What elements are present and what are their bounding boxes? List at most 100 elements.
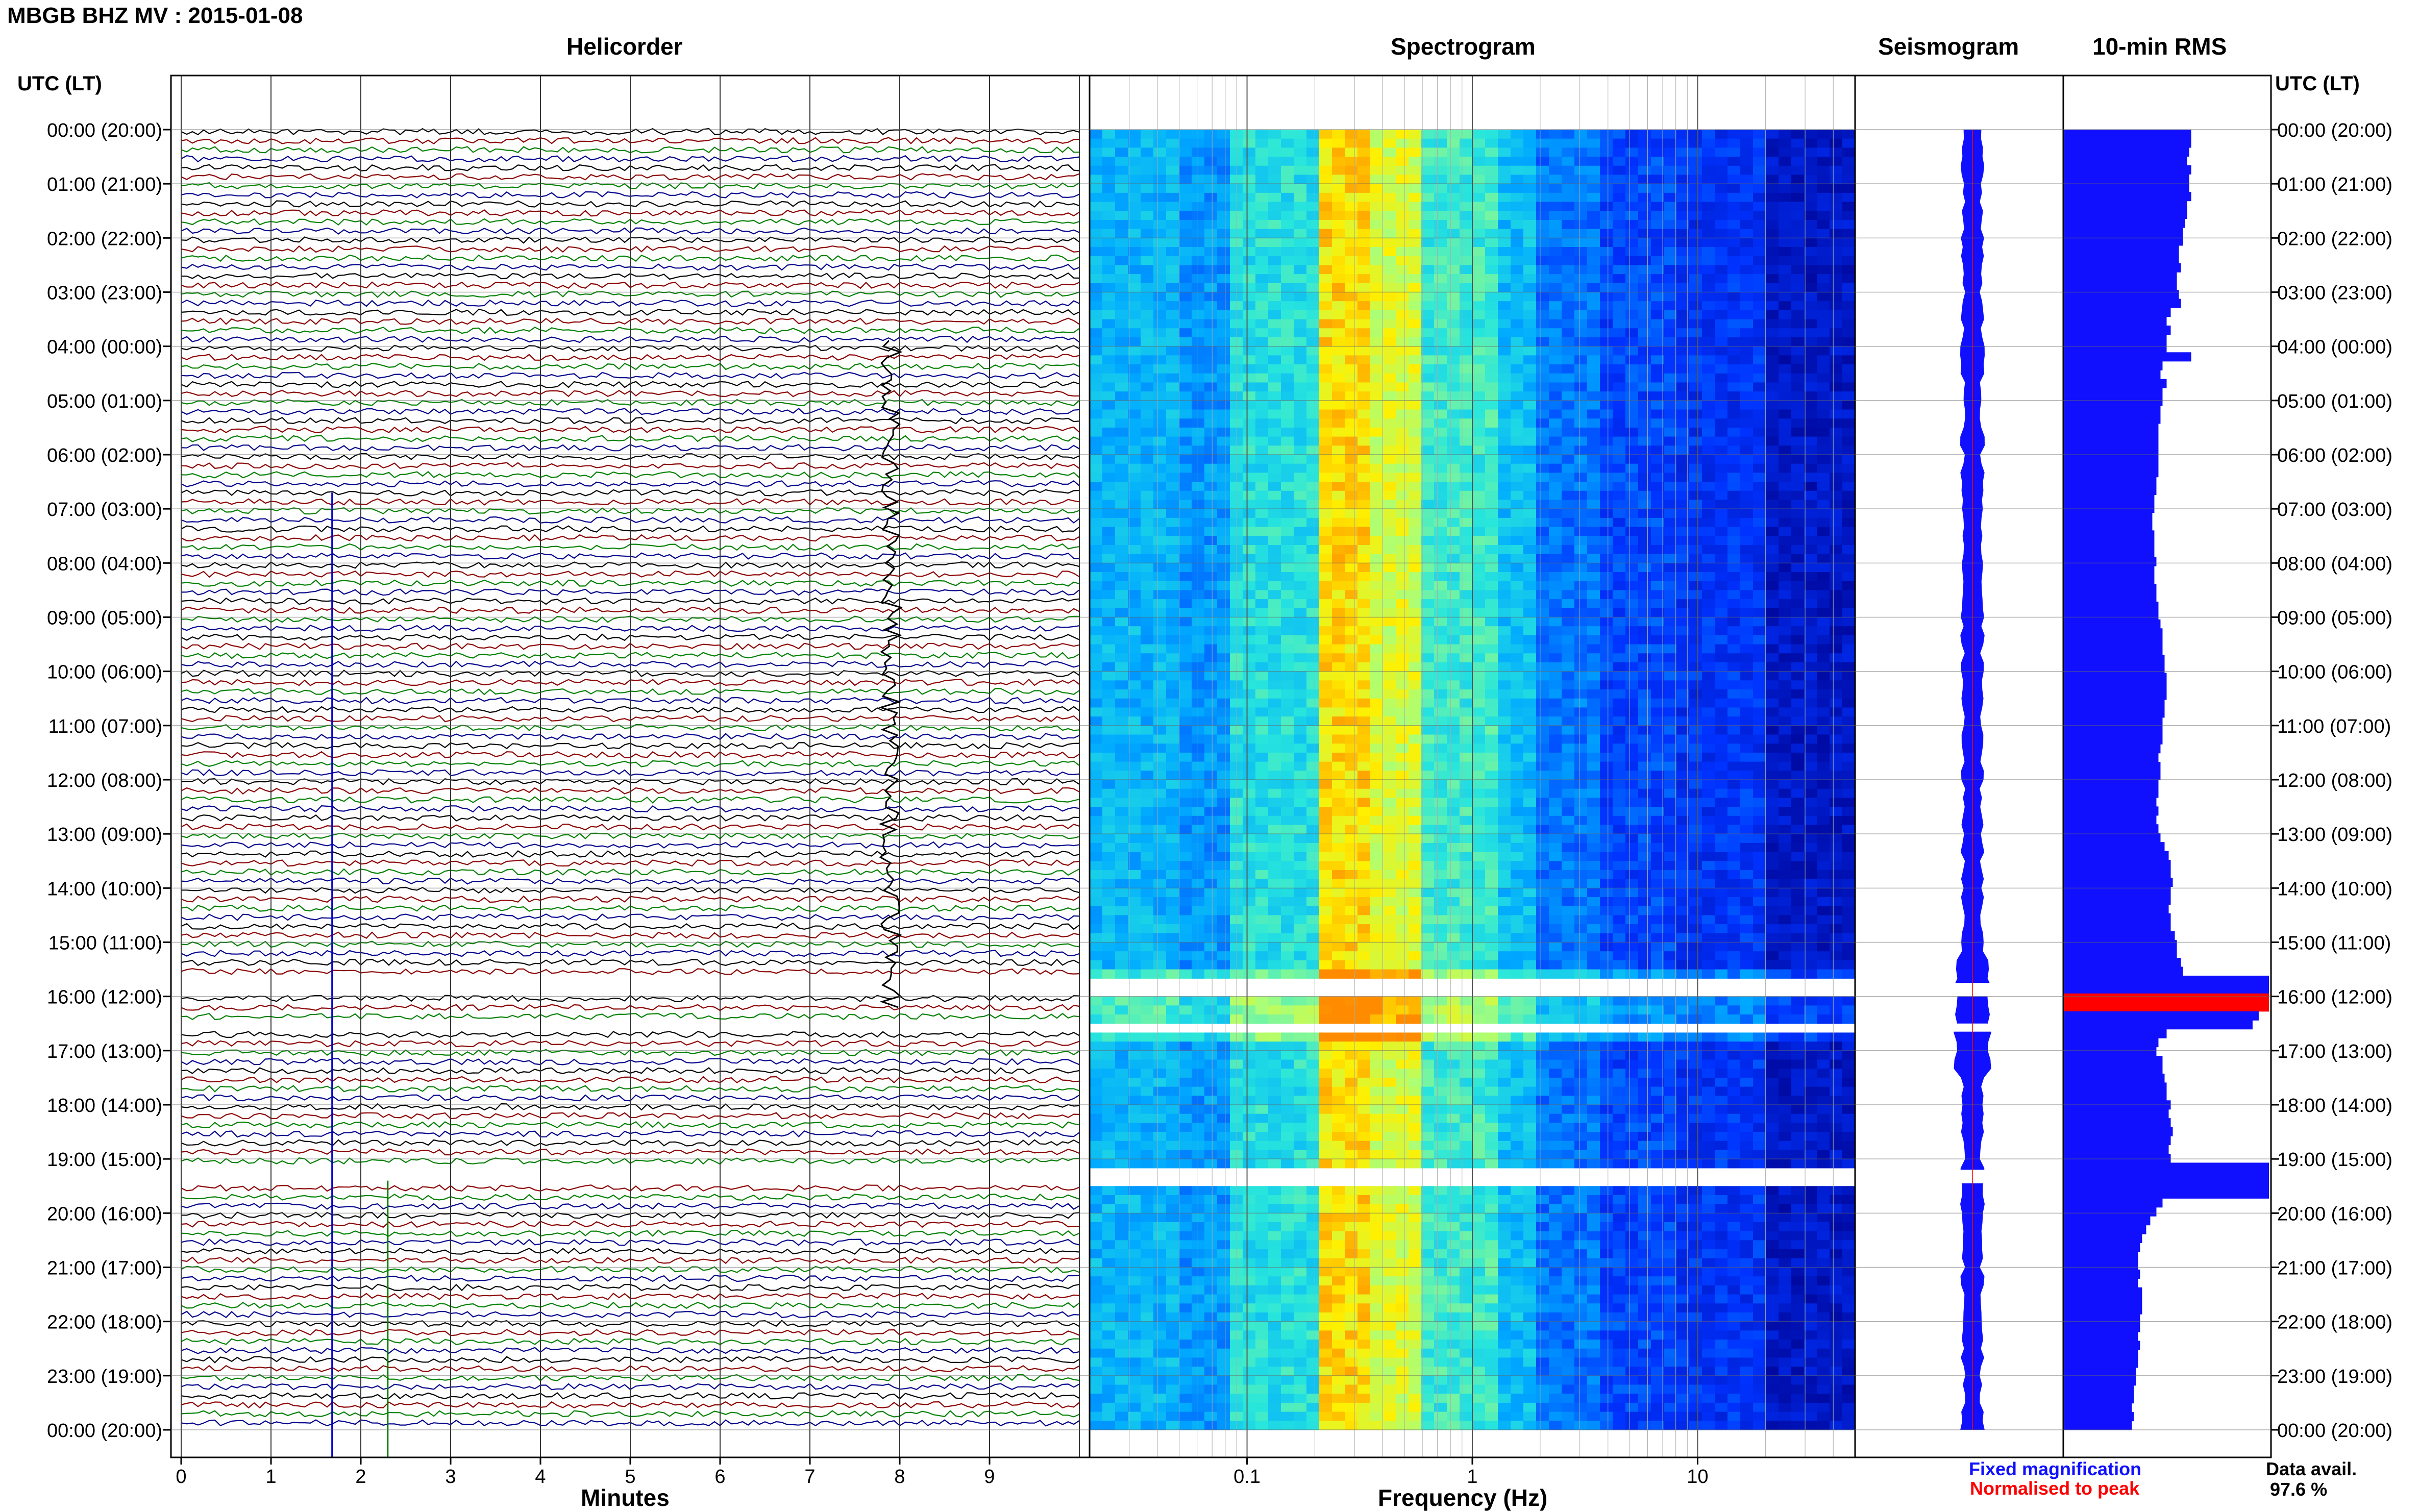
spectrogram-cell — [1396, 310, 1409, 320]
spectrogram-cell — [1625, 807, 1639, 816]
spectrogram-cell — [1192, 544, 1205, 555]
spectrogram-cell — [1294, 771, 1307, 780]
spectrogram-cell — [1842, 743, 1856, 753]
spectrogram-cell — [1562, 563, 1575, 573]
spectrogram-cell — [1574, 680, 1588, 690]
spectrogram-cell — [1281, 455, 1294, 464]
spectrogram-cell — [1766, 373, 1779, 383]
spectrogram-cell — [1664, 509, 1677, 518]
spectrogram-cell — [1230, 202, 1243, 211]
spectrogram-cell — [1664, 842, 1677, 853]
spectrogram-cell — [1549, 554, 1562, 563]
spectrogram-cell — [1243, 500, 1256, 509]
spectrogram-cell — [1549, 725, 1562, 735]
spectrogram-cell — [1166, 509, 1179, 518]
spectrogram-cell — [1638, 418, 1651, 428]
spectrogram-cell — [1766, 752, 1779, 762]
spectrogram-cell — [1447, 725, 1460, 735]
spectrogram-cell — [1306, 265, 1320, 275]
spectrogram-cell — [1587, 752, 1600, 762]
spectrogram-cell — [1702, 165, 1715, 176]
spectrogram-cell — [1613, 788, 1626, 798]
spectrogram-cell — [1090, 184, 1103, 193]
spectrogram-cell — [1702, 861, 1715, 871]
spectrogram-cell — [1204, 463, 1218, 473]
spectrogram-cell — [1472, 409, 1486, 419]
spectrogram-cell — [1204, 743, 1218, 753]
spectrogram-cell — [1319, 455, 1332, 464]
spectrogram-cell — [1600, 373, 1613, 383]
spectrogram-cell — [1727, 527, 1741, 536]
spectrogram-cell — [1268, 842, 1281, 853]
spectrogram-cell — [1179, 445, 1192, 455]
spectrogram-cell — [1766, 788, 1779, 798]
spectrogram-cell — [1128, 147, 1141, 157]
spectrogram-cell — [1727, 265, 1741, 275]
spectrogram-cell — [1562, 825, 1575, 834]
spectrogram-cell — [1230, 445, 1243, 455]
spectrogram-cell — [1319, 771, 1332, 780]
spectrogram-cell — [1370, 743, 1384, 753]
spectrogram-cell — [1217, 870, 1230, 880]
spectrogram-cell — [1511, 635, 1524, 645]
spectrogram-cell — [1396, 861, 1409, 871]
spectrogram-cell — [1345, 653, 1358, 663]
spectrogram-cell — [1141, 554, 1154, 563]
spectrogram-cell — [1523, 761, 1537, 771]
spectrogram-cell — [1460, 202, 1473, 211]
spectrogram-cell — [1689, 328, 1702, 338]
spectrogram-cell — [1715, 635, 1728, 645]
spectrogram-cell — [1153, 536, 1167, 546]
spectrogram-cell — [1153, 707, 1167, 717]
spectrogram-cell — [1179, 373, 1192, 383]
spectrogram-cell — [1294, 445, 1307, 455]
spectrogram-cell — [1753, 780, 1766, 789]
spectrogram-cell — [1306, 842, 1320, 853]
spectrogram-cell — [1166, 202, 1179, 211]
spectrogram-cell — [1383, 544, 1396, 555]
spectrogram-cell — [1715, 870, 1728, 880]
spectrogram-cell — [1613, 761, 1626, 771]
spectrogram-cell — [1141, 581, 1154, 591]
spectrogram-cell — [1574, 626, 1588, 636]
spectrogram-cell — [1676, 238, 1690, 247]
spectrogram-cell — [1600, 409, 1613, 419]
spectrogram-cell — [1830, 671, 1843, 681]
spectrogram-cell — [1676, 202, 1690, 211]
spectrogram-cell — [1421, 743, 1435, 753]
spectrogram-cell — [1141, 400, 1154, 410]
spectrogram-cell — [1511, 355, 1524, 365]
spectrogram-cell — [1702, 563, 1715, 573]
spectrogram-cell — [1766, 662, 1779, 672]
spectrogram-cell — [1115, 743, 1128, 753]
spectrogram-cell — [1625, 310, 1639, 320]
spectrogram-cell — [1370, 798, 1384, 807]
spectrogram-cell — [1141, 716, 1154, 726]
spectrogram-cell — [1409, 346, 1422, 356]
spectrogram-cell — [1587, 653, 1600, 663]
spectrogram-cell — [1549, 536, 1562, 546]
spectrogram-cell — [1179, 544, 1192, 555]
spectrogram-cell — [1447, 608, 1460, 618]
spectrogram-cell — [1434, 138, 1447, 148]
spectrogram-cell — [1562, 581, 1575, 591]
spectrogram-cell — [1766, 391, 1779, 401]
spectrogram-cell — [1766, 590, 1779, 600]
spectrogram-cell — [1804, 455, 1817, 464]
spectrogram-cell — [1830, 798, 1843, 807]
spectrogram-cell — [1281, 256, 1294, 266]
spectrogram-cell — [1396, 147, 1409, 157]
spectrogram-cell — [1740, 400, 1754, 410]
spectrogram-cell — [1128, 310, 1141, 320]
spectrogram-cell — [1115, 635, 1128, 645]
spectrogram-cell — [1498, 138, 1511, 148]
spectrogram-cell — [1306, 418, 1320, 428]
spectrogram-cell — [1549, 274, 1562, 284]
spectrogram-cell — [1472, 490, 1486, 501]
spectrogram-cell — [1664, 798, 1677, 807]
spectrogram-cell — [1460, 716, 1473, 726]
spectrogram-cell — [1447, 653, 1460, 663]
spectrogram-cell — [1472, 165, 1486, 176]
spectrogram-cell — [1268, 689, 1281, 699]
spectrogram-cell — [1498, 852, 1511, 861]
